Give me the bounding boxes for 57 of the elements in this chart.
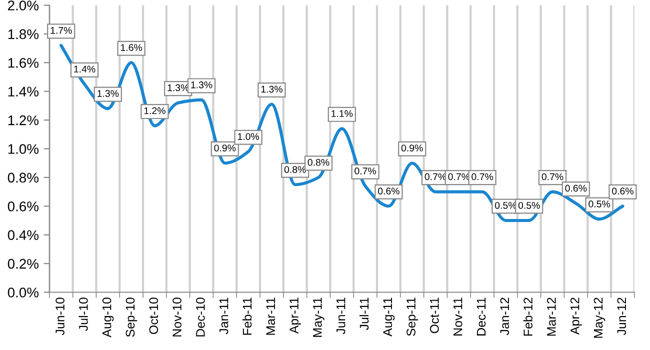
y-tick-label: 0.2% [8, 258, 38, 269]
y-tick-label: 0.8% [8, 172, 38, 183]
x-tick-label: Sep-11 [406, 298, 418, 336]
data-label: 1.7% [50, 26, 72, 34]
x-tick-label: Jun-11 [336, 298, 346, 334]
data-label: 0.8% [308, 158, 330, 166]
data-label: 0.6% [612, 188, 634, 195]
x-tick-label: Aug-11 [383, 298, 395, 336]
data-label: 1.3% [261, 86, 282, 93]
data-label: 1.0% [238, 133, 260, 140]
x-tick-label: Nov-10 [172, 298, 182, 336]
x-tick-label: Aug-10 [102, 298, 114, 338]
data-label: 0.9% [401, 144, 423, 152]
data-label: 1.4% [74, 66, 96, 72]
data-label: 0.7% [542, 173, 564, 180]
y-tick-label: 1.4% [8, 86, 38, 96]
data-label: 0.6% [378, 188, 400, 195]
data-label: 0.7% [354, 168, 376, 174]
data-label: 0.5% [518, 202, 540, 209]
data-label: 0.5% [588, 200, 610, 208]
y-tick-label: 0.6% [8, 201, 38, 212]
x-tick-label: Jul-11 [359, 298, 369, 330]
x-tick-label: Mar-12 [547, 298, 556, 336]
data-label: 1.3% [98, 90, 119, 97]
x-tick-label: May-12 [594, 298, 606, 338]
x-tick-label: Apr-12 [570, 298, 582, 335]
x-tick-label: Nov-11 [454, 298, 462, 336]
data-label: 1.6% [120, 44, 142, 52]
y-tick-label: 1.8% [8, 29, 38, 40]
data-label: 0.7% [472, 173, 494, 180]
x-tick-label: Jul-10 [78, 298, 88, 331]
data-label: 0.8% [284, 166, 306, 173]
x-tick-label: Oct-11 [430, 298, 439, 334]
x-tick-label: Apr-11 [290, 298, 301, 334]
x-tick-label: Jun-12 [617, 298, 626, 336]
x-tick-label: Oct-10 [149, 298, 158, 334]
x-tick-label: Feb-12 [523, 298, 532, 336]
y-tick-label: 2.0% [8, 0, 38, 10]
y-tick-label: 1.0% [8, 144, 38, 154]
data-label: 0.6% [565, 184, 587, 192]
x-tick-label: Jan-11 [220, 298, 228, 334]
y-tick-label: 1.2% [8, 115, 38, 126]
y-tick-label: 0.0% [8, 288, 38, 298]
x-tick-label: Mar-11 [266, 298, 276, 335]
x-tick-label: Jun-10 [56, 298, 64, 336]
x-tick-label: Sep-10 [126, 298, 138, 337]
x-tick-label: Feb-11 [242, 298, 252, 335]
x-tick-label: May-11 [313, 298, 324, 337]
x-tick-label: Dec-11 [476, 298, 486, 336]
y-tick-label: 0.4% [8, 230, 38, 240]
data-label: 0.9% [214, 144, 236, 152]
data-label: 1.1% [332, 110, 353, 117]
x-tick-label: Jan-12 [500, 298, 510, 336]
data-label: 1.3% [191, 81, 212, 88]
y-tick-label: 1.6% [8, 58, 38, 68]
data-label: 1.2% [144, 107, 166, 114]
x-tick-label: Dec-10 [196, 298, 205, 336]
